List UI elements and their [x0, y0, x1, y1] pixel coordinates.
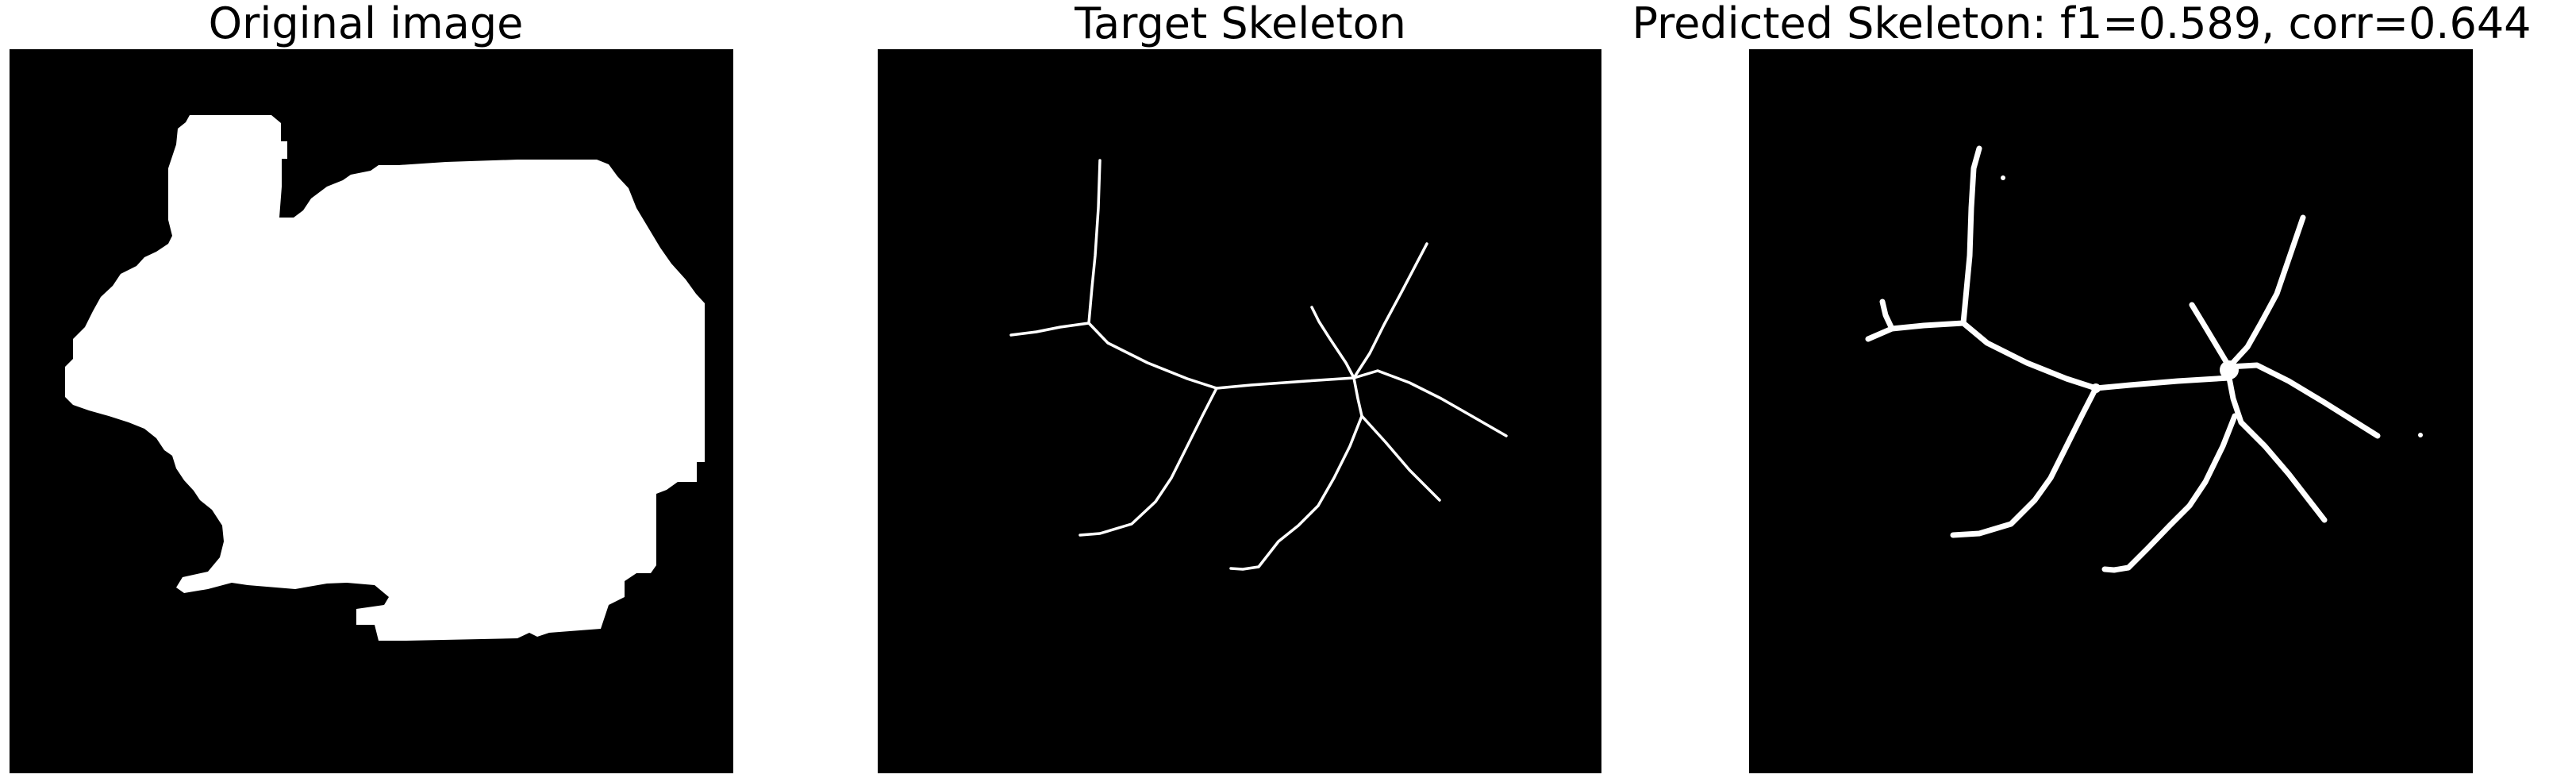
predicted-branch-upper-center	[2189, 302, 2232, 370]
predicted-dot-top	[2001, 175, 2005, 180]
predicted-skeleton-panel	[1749, 49, 2473, 773]
predicted-branch-lower-right	[2226, 375, 2328, 523]
panel-title-target-skeleton: Target Skeleton	[1075, 0, 1406, 48]
predicted-branch-upper-right	[2226, 214, 2306, 370]
skeleton-branch-upper-right	[1352, 242, 1428, 379]
original-image-panel	[10, 49, 733, 773]
panel-title-original-image: Original image	[208, 0, 524, 48]
predicted-branch-top	[1960, 145, 1982, 326]
skeleton-branch-left	[1009, 322, 1090, 337]
predicted-branch-left	[1865, 320, 1967, 342]
predicted-branch-right	[2226, 362, 2381, 439]
predicted-node-hub	[2220, 360, 2239, 379]
silhouette-shape	[65, 115, 705, 641]
skeleton-spine-left	[1087, 322, 1218, 390]
skeleton-branch-lower-right	[1352, 376, 1441, 502]
skeleton-branch-right	[1352, 369, 1508, 437]
predicted-spine-left	[1960, 320, 2099, 391]
skeleton-branch-top	[1087, 159, 1102, 325]
target-skeleton-graph	[1009, 159, 1508, 571]
predicted-spine-center	[2093, 375, 2232, 391]
skeleton-branch-upper-center	[1310, 306, 1355, 379]
predicted-branch-lower-center	[2101, 413, 2238, 573]
rabbit-silhouette	[65, 115, 705, 641]
target-skeleton-panel	[878, 49, 1601, 773]
predicted-node-left	[2091, 383, 2101, 393]
predicted-branch-lower-left	[1950, 385, 2099, 538]
predicted-dot-right	[2418, 433, 2423, 437]
skeleton-spine-center	[1215, 376, 1355, 390]
predicted-branch-left-spur	[1879, 299, 1895, 332]
skeleton-branch-lower-center	[1229, 414, 1363, 571]
skeleton-branch-lower-left	[1078, 387, 1218, 537]
panel-title-predicted-skeleton: Predicted Skeleton: f1=0.589, corr=0.644	[1632, 0, 2532, 48]
predicted-skeleton-graph	[1865, 145, 2423, 573]
